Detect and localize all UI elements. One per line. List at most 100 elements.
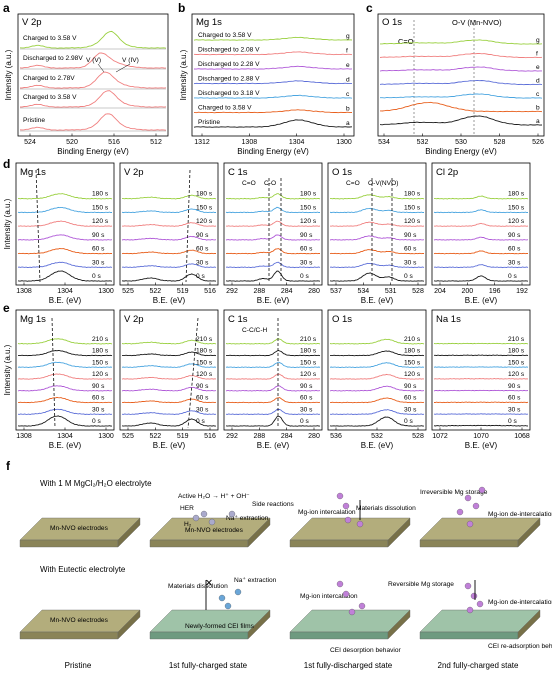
row-e-panel-curve [17,408,113,415]
panel-c-xlabel: Binding Energy (eV) [425,147,497,156]
panel-c-curve-letter: b [536,105,540,112]
row-d-panel-curve [17,220,113,227]
schematic-col-label: 1st fully-charged state [169,661,248,670]
mg-ion-dot [358,602,366,610]
mg-ion-dot [476,600,484,608]
panel-a-curve-label: Pristine [23,117,45,124]
row-d-panel-frame [327,162,427,286]
row-d-panel-tick-label: 288 [253,288,265,295]
row-e-panel-time-label: 90 s [404,383,417,390]
panel-a-curve [19,52,167,69]
row-d-panel-time-label: 60 s [92,246,105,253]
panel-c-curve-letter: g [536,37,540,44]
panel-b-curve-letter: e [346,62,350,69]
panel-a-curve-label: Charged to 3.58 V [23,35,77,42]
row-e-panel-curve [434,354,529,357]
panel-c-tick-label: 532 [417,139,429,146]
panel-c-tick-label: 528 [494,139,506,146]
row-e-panel-curve [121,339,217,345]
row-d-panel-curve [329,249,425,255]
row-e-panel-element: Mg 1s [20,314,46,325]
row-d-panel-time-label: 0 s [508,273,517,280]
row-e-panel-curve [18,350,113,357]
panel-b-curve-letter: a [346,120,350,127]
row-d-panel-element: Cl 2p [436,167,458,178]
row-e-panel-time-label: 210 s [92,336,109,343]
panel-b-curve [193,65,353,70]
panel-c-curve-letter: d [536,78,540,85]
panel-c-label: c [366,1,373,15]
electrode-slab [149,609,271,640]
row-d-panel-curve [434,195,529,200]
panel-b-curve-label: Discharged to 2.28 V [198,61,260,68]
electrode-slab [149,517,271,548]
row-d-panel-tick-label: 516 [204,288,216,295]
row-e-panel-curve [329,362,425,368]
row-e-panel-time-label: 90 s [92,383,105,390]
row-d-panel-xlabel: B.E. (eV) [465,296,498,305]
row-e-panel-tick-label: 1068 [514,433,530,440]
panel-c-element: O 1s [382,17,402,28]
schematic-note: Materials dissolution [356,505,416,512]
row-d-panel-curve [433,222,529,227]
row-d-panel-note: O-V(NVO) [368,180,398,187]
row-d-panel-curve [121,222,217,227]
panel-a-tick-label: 512 [150,139,162,146]
row-e-panel-time-label: 60 s [300,395,313,402]
row-d-panel-time-label: 30 s [300,259,313,266]
row-e-panel-curve [225,361,321,368]
row-e-panel-curve [17,385,113,392]
row-e-panel-time-label: 120 s [508,371,525,378]
panel-c-annotation: O-V (Mn-NVO) [452,18,502,27]
row-d-panel-curve [121,208,216,214]
electrode-slab [289,517,411,548]
mg-ion-dot [336,580,344,588]
row-d-panel-element: V 2p [124,167,144,178]
panel-a-curve [19,30,167,49]
peak-guide-line [51,317,56,429]
row-e-panel-tick-label: 532 [371,433,383,440]
row-e-panel-frame [119,309,219,431]
panel-b-tick-label: 1300 [336,139,352,146]
row-d-panel-time-label: 150 s [92,204,109,211]
row-e-panel-tick-label: 519 [177,433,189,440]
row-e-panel-element: Na 1s [436,314,461,325]
panel-a-annotation: V (IV) [122,57,139,64]
row-e-panel-curve [433,424,529,427]
panel-a-curve-label: Charged to 3.58 V [23,94,77,101]
row-d-panel-time-label: 0 s [404,273,413,280]
row-d-panel-curve [433,236,529,241]
row-d-panel-curve [225,248,321,255]
schematic-note: Active H₂O → H⁺ + OH⁻ [178,493,250,500]
row-d-panel-note: C=O [242,180,256,187]
row-e-panel-curve [121,375,217,380]
row-d-panel-note: C-O [264,180,276,187]
row-e-panel-time-label: 150 s [300,359,317,366]
panel-c-tick-label: 526 [532,139,544,146]
panel-a-ylabel: Intensity (a.u.) [4,49,13,100]
electrode-label: Mn-NVO electrodes [50,617,109,624]
row-d-panel-element: Mg 1s [20,167,46,178]
row-e-panel-tick-label: 525 [122,433,134,440]
schematic-note: Mg-ion de-intercalation [488,511,552,518]
mg-ion-dot [466,606,474,614]
panel-a-tick-label: 524 [24,139,36,146]
row-d-panel-curve [17,270,113,282]
row-d-panel-xlabel: B.E. (eV) [153,296,186,305]
na-ion-dot [234,588,242,596]
row-e-panel-curve [433,413,529,415]
row-d-panel-curve [225,234,321,241]
mg-ion-dot [464,494,472,502]
panel-a-curve [19,113,167,131]
row-d-panel-curve [17,206,112,214]
row-e-panel-curve [225,385,321,392]
row-d-panel-time-label: 90 s [508,232,521,239]
panel-a-curve-label: Discharged to 2.98V [23,55,83,62]
row-d-panel-curve [433,250,529,255]
panel-b-xlabel: Binding Energy (eV) [237,147,309,156]
schematic-note: H₂ [184,521,192,528]
row-e-label: e [3,301,10,315]
row-d-panel-time-label: 120 s [404,218,421,225]
schematic-note: Reversible Mg storage [388,581,454,588]
row-d-panel-time-label: 60 s [404,246,417,253]
